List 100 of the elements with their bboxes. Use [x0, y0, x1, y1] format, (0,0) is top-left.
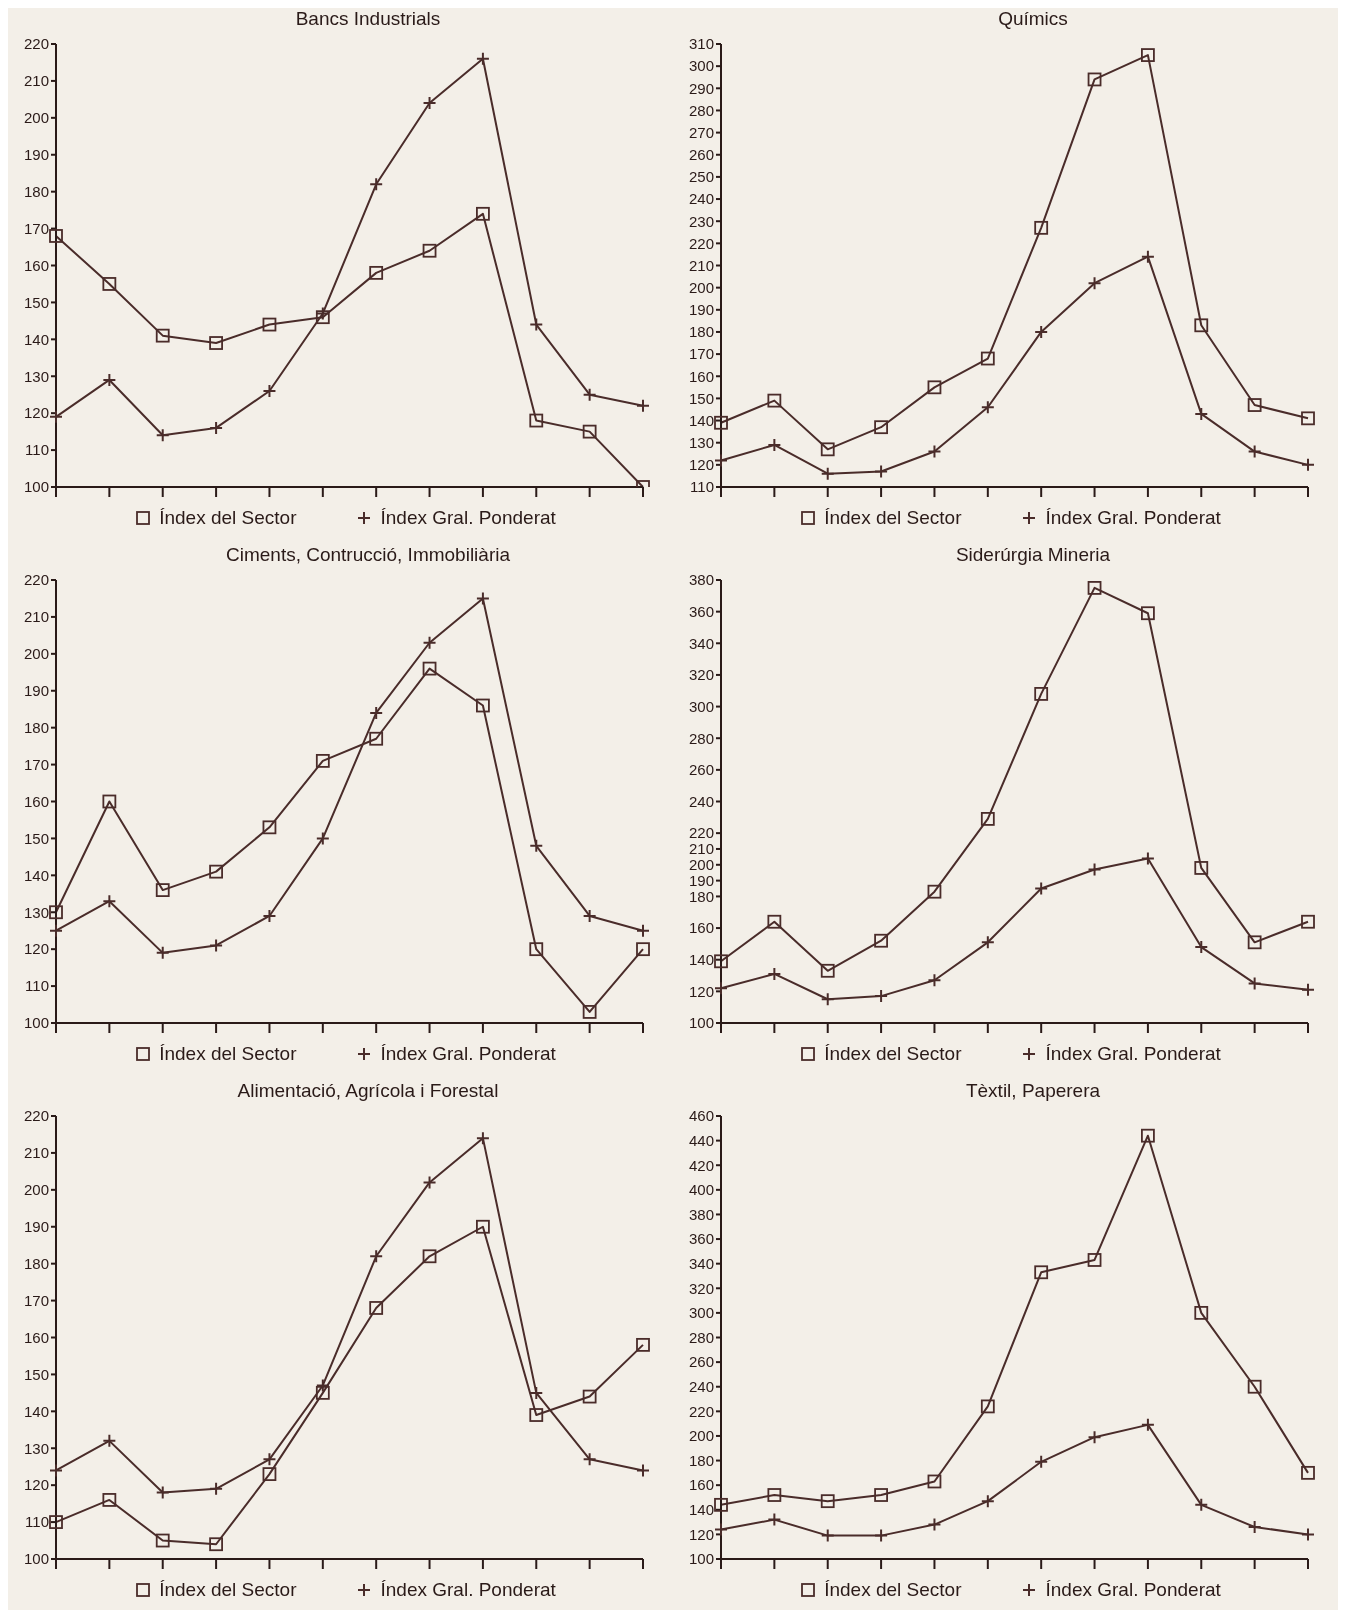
y-tick-label: 250	[688, 168, 714, 186]
point	[582, 1389, 597, 1404]
y-tick-label: 310	[688, 35, 714, 53]
point	[262, 820, 277, 835]
legend-label: Índex Gral. Ponderat	[1045, 1043, 1221, 1065]
point	[636, 942, 650, 957]
y-tick-label: 110	[25, 977, 49, 995]
legend-label: Índex Gral. Ponderat	[380, 507, 556, 529]
y-tick-label: 190	[688, 871, 714, 889]
point	[767, 393, 782, 408]
point	[476, 206, 490, 221]
point	[1141, 1128, 1155, 1143]
y-tick-label: 380	[688, 571, 714, 589]
point	[874, 933, 888, 948]
y-tick-label: 130	[23, 367, 49, 385]
legend-label: Índex del Sector	[824, 507, 962, 529]
point	[1247, 1379, 1262, 1394]
legend-label: Índex Gral. Ponderat	[1045, 1579, 1221, 1601]
legend-label: Índex Gral. Ponderat	[1045, 507, 1221, 529]
point	[980, 1399, 995, 1414]
y-tick-label: 180	[688, 887, 714, 905]
legend-label: Índex Gral. Ponderat	[380, 1043, 556, 1065]
point	[529, 942, 544, 957]
point	[529, 1408, 544, 1422]
y-tick-label: 150	[23, 1365, 49, 1383]
y-tick-label: 120	[688, 456, 714, 474]
point	[1301, 411, 1315, 426]
y-tick-label: 230	[688, 212, 714, 230]
point	[1194, 318, 1209, 333]
y-tick-label: 240	[688, 792, 714, 810]
y-tick-label: 150	[23, 829, 49, 847]
y-tick-label: 200	[688, 278, 714, 296]
y-tick-label: 260	[688, 761, 714, 779]
point	[874, 420, 888, 435]
point	[315, 1385, 330, 1400]
point	[820, 1494, 835, 1509]
y-tick-label: 260	[688, 1353, 714, 1371]
point	[49, 229, 63, 243]
chart-title: Químics	[997, 8, 1069, 31]
y-tick-label: 380	[688, 1205, 714, 1223]
point	[767, 914, 782, 929]
y-tick-label: 220	[23, 571, 49, 589]
point	[714, 1497, 728, 1512]
y-tick-label: 130	[23, 903, 49, 921]
y-tick-label: 220	[688, 824, 714, 842]
point	[422, 243, 437, 258]
point	[582, 424, 597, 439]
y-tick-label: 140	[23, 1402, 49, 1420]
legend-label: Índex del Sector	[159, 507, 297, 529]
y-tick-label: 110	[25, 441, 49, 459]
y-tick-label: 140	[23, 330, 49, 348]
y-tick-label: 160	[688, 367, 714, 385]
y-tick-label: 200	[23, 645, 49, 663]
y-tick-label: 220	[688, 234, 714, 252]
legend-label: Índex del Sector	[159, 1579, 297, 1601]
point	[1141, 606, 1155, 621]
point	[636, 1337, 650, 1352]
y-tick-label: 190	[23, 146, 49, 164]
point	[874, 1488, 888, 1502]
y-tick-label: 200	[23, 109, 49, 127]
y-tick-label: 130	[23, 1439, 49, 1457]
y-tick-label: 300	[688, 1304, 714, 1322]
y-tick-label: 340	[688, 634, 714, 652]
y-tick-label: 160	[23, 792, 49, 810]
chart-title: Tèxtil, Paperera	[964, 1080, 1102, 1103]
point	[1087, 581, 1102, 595]
point	[102, 277, 117, 291]
y-tick-label: 120	[23, 940, 49, 958]
point	[422, 1249, 437, 1264]
point	[102, 1493, 117, 1507]
point	[1301, 914, 1315, 929]
point	[582, 1005, 597, 1019]
point	[927, 884, 942, 899]
point	[1034, 687, 1049, 701]
y-tick-label: 140	[688, 1501, 714, 1519]
y-tick-label: 280	[688, 1328, 714, 1346]
y-tick-label: 120	[688, 982, 714, 1000]
y-tick-label: 290	[688, 79, 714, 97]
y-tick-label: 100	[23, 1550, 49, 1568]
point	[820, 442, 835, 457]
y-tick-label: 360	[688, 602, 714, 620]
point	[476, 698, 490, 713]
y-tick-label: 300	[688, 697, 714, 715]
y-tick-label: 120	[23, 404, 49, 422]
y-tick-label: 140	[688, 411, 714, 429]
y-tick-label: 420	[688, 1156, 714, 1174]
point	[155, 328, 170, 343]
chart-title: Bancs Industrials	[294, 8, 442, 31]
point	[1301, 1465, 1315, 1480]
y-tick-label: 170	[688, 345, 714, 363]
y-tick-label: 190	[688, 301, 714, 319]
point	[1034, 220, 1049, 235]
point	[422, 661, 437, 676]
y-tick-label: 170	[23, 1291, 49, 1309]
y-tick-label: 210	[23, 608, 49, 626]
y-tick-label: 190	[23, 682, 49, 700]
y-tick-label: 320	[688, 666, 714, 684]
point	[1194, 1305, 1209, 1320]
point	[315, 753, 330, 768]
point	[1247, 935, 1262, 950]
